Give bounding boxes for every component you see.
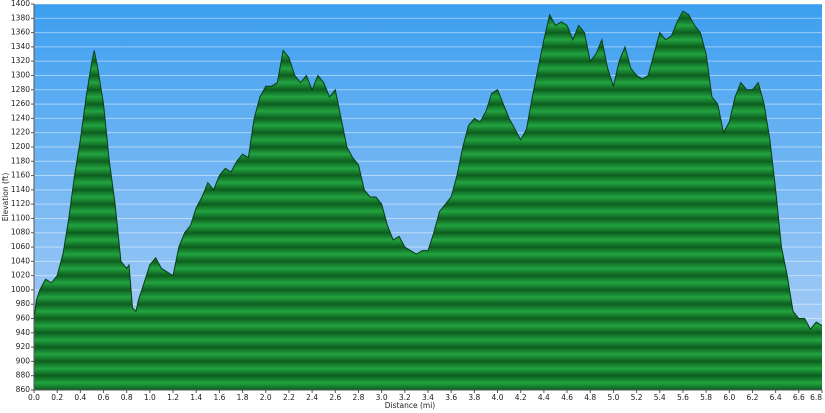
x-tick-label: 3.2 (399, 393, 411, 402)
elevation-line (33, 10, 823, 331)
y-tick-label: 1140 (11, 185, 30, 194)
x-tick-label: 2.4 (306, 393, 318, 402)
elevation-area (34, 11, 822, 390)
y-tick-label: 1080 (11, 228, 30, 237)
x-tick-label: 2.2 (283, 393, 295, 402)
y-tick-label: 1200 (11, 142, 30, 151)
y-tick-label: 880 (16, 371, 31, 380)
y-tick-label: 980 (16, 299, 31, 308)
y-tick-label: 1260 (11, 99, 30, 108)
x-tick-label: 5.8 (700, 393, 712, 402)
y-tick-label: 920 (16, 342, 31, 351)
y-tick-label: 1100 (11, 213, 30, 222)
x-tick-label: 6.8 (810, 393, 822, 402)
x-tick-label: 5.4 (654, 393, 666, 402)
x-tick-label: 6.0 (723, 393, 735, 402)
y-tick-label: 1020 (11, 271, 30, 280)
y-tick-label: 1220 (11, 128, 30, 137)
y-tick-label: 1300 (11, 70, 30, 79)
y-tick-label: 1240 (11, 113, 30, 122)
x-tick-label: 1.0 (144, 393, 156, 402)
x-tick-label: 1.4 (190, 393, 202, 402)
x-tick-label: 1.2 (167, 393, 179, 402)
y-tick-label: 1040 (11, 256, 30, 265)
x-tick-label: 6.4 (770, 393, 782, 402)
x-tick-label: 2.8 (353, 393, 365, 402)
x-tick-label: 0.0 (28, 393, 40, 402)
x-tick-label: 4.2 (515, 393, 527, 402)
x-tick-label: 5.0 (607, 393, 619, 402)
x-tick-label: 5.2 (631, 393, 643, 402)
y-tick-label: 1120 (11, 199, 30, 208)
y-tick-label: 1380 (11, 13, 30, 22)
x-tick-label: 5.6 (677, 393, 689, 402)
y-tick-label: 1060 (11, 242, 30, 251)
x-tick-label: 4.0 (492, 393, 504, 402)
x-tick-label: 4.6 (561, 393, 573, 402)
x-tick-label: 2.6 (329, 393, 341, 402)
y-tick-label: 900 (16, 356, 31, 365)
x-tick-label: 2.0 (260, 393, 272, 402)
x-tick-label: 0.8 (121, 393, 133, 402)
y-axis-label: Elevation (ft) (1, 173, 10, 222)
x-tick-label: 3.6 (445, 393, 457, 402)
y-tick-label: 1180 (11, 156, 30, 165)
y-tick-label: 1000 (11, 285, 30, 294)
x-tick-label: 1.6 (213, 393, 225, 402)
x-tick-label: 4.8 (584, 393, 596, 402)
x-tick-label: 4.4 (538, 393, 550, 402)
x-tick-label: 3.4 (422, 393, 434, 402)
y-tick-label: 1340 (11, 42, 30, 51)
x-axis-label: Distance (mi) (385, 401, 435, 410)
x-tick-label: 3.8 (468, 393, 480, 402)
x-tick-label: 0.6 (98, 393, 110, 402)
y-tick-label: 1400 (11, 0, 30, 8)
y-tick-label: 1320 (11, 56, 30, 65)
x-tick-label: 1.8 (237, 393, 249, 402)
x-tick-label: 3.0 (376, 393, 388, 402)
x-tick-label: 6.2 (747, 393, 759, 402)
y-tick-label: 1280 (11, 85, 30, 94)
x-tick-label: 0.2 (51, 393, 63, 402)
x-tick-label: 6.6 (793, 393, 805, 402)
x-tick-label: 0.4 (74, 393, 86, 402)
y-tick-label: 940 (16, 328, 31, 337)
y-tick-label: 860 (16, 385, 31, 394)
y-tick-label: 960 (16, 314, 31, 323)
y-tick-label: 1160 (11, 171, 30, 180)
y-tick-label: 1360 (11, 28, 30, 37)
